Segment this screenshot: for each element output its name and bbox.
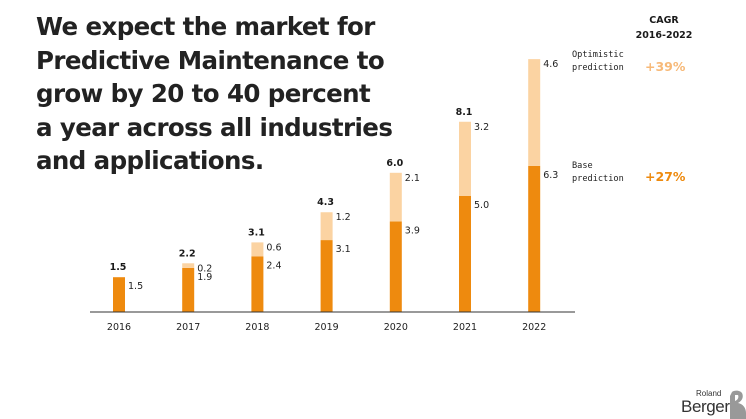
label-total-2019: 4.3 [317,197,334,208]
legend-base-line1: Base [572,161,593,171]
cagr-title: CAGR 2016-2022 [628,13,700,43]
headline-line: grow by 20 to 40 percent [36,79,371,108]
label-optimistic-2019: 1.2 [336,212,351,223]
headline-line: and applications. [36,146,264,175]
legend-optimistic-line1: Optimistic [572,50,624,60]
label-total-2017: 2.2 [179,248,196,259]
legend-optimistic-label: Optimistic prediction [572,49,624,74]
bar-optimistic-2018 [251,242,264,257]
cagr-title-period: 2016-2022 [635,30,693,41]
x-tick-label-2022: 2022 [522,322,546,333]
bar-base-2022 [528,165,541,312]
label-base-2017: 1.9 [197,272,212,283]
legend-base-line2: prediction [572,173,624,184]
label-base-2021: 5.0 [474,200,489,211]
label-optimistic-2021: 3.2 [474,122,489,133]
label-optimistic-2017: 0.2 [197,263,212,274]
label-total-2018: 3.1 [248,227,265,238]
x-tick-label-2019: 2019 [315,322,339,333]
x-tick-label-2021: 2021 [453,322,477,333]
legend-optimistic-line2: prediction [572,62,624,73]
cagr-optimistic-value: +39% [645,59,686,74]
bar-optimistic-2019 [320,212,333,241]
legend-base-label: Base prediction [572,160,624,185]
label-total-2020: 6.0 [386,158,403,169]
bar-optimistic-2022 [528,59,541,166]
label-total-2021: 8.1 [456,107,473,118]
roland-berger-logo: Roland Berger [672,388,746,419]
label-base-2019: 3.1 [336,244,351,255]
bar-optimistic-2021 [459,121,471,196]
bar-base-2017 [182,267,195,312]
headline-line: a year across all industries [36,112,393,142]
cagr-title-label: CAGR [649,15,679,26]
label-optimistic-2020: 2.1 [405,173,420,184]
label-base-2016: 1.5 [128,281,143,292]
x-tick-label-2018: 2018 [245,322,269,333]
bar-base-2021 [459,196,471,312]
logo-mark-icon [730,390,746,419]
cagr-base-value: +27% [645,169,686,184]
label-optimistic-2022: 4.6 [543,59,558,70]
bar-base-2016 [113,277,125,312]
x-tick-label-2020: 2020 [384,322,408,333]
headline-line: Predictive Maintenance to [36,45,385,75]
bar-base-2018 [251,256,264,312]
bar-optimistic-2020 [389,172,402,222]
headline-line: We expect the market for [36,12,375,41]
logo-text-berger: Berger [681,397,730,416]
label-base-2018: 2.4 [266,260,281,271]
label-optimistic-2018: 0.6 [266,242,281,253]
label-base-2022: 6.3 [543,170,558,181]
x-tick-label-2017: 2017 [176,322,200,333]
label-base-2020: 3.9 [405,226,420,237]
logo-text-roland: Roland [696,389,722,398]
headline: We expect the market for Predictive Main… [36,10,393,178]
bar-base-2019 [320,240,333,312]
label-total-2016: 1.5 [110,262,127,273]
bar-optimistic-2017 [182,263,195,268]
x-tick-label-2016: 2016 [107,322,131,333]
bar-base-2020 [389,221,402,312]
